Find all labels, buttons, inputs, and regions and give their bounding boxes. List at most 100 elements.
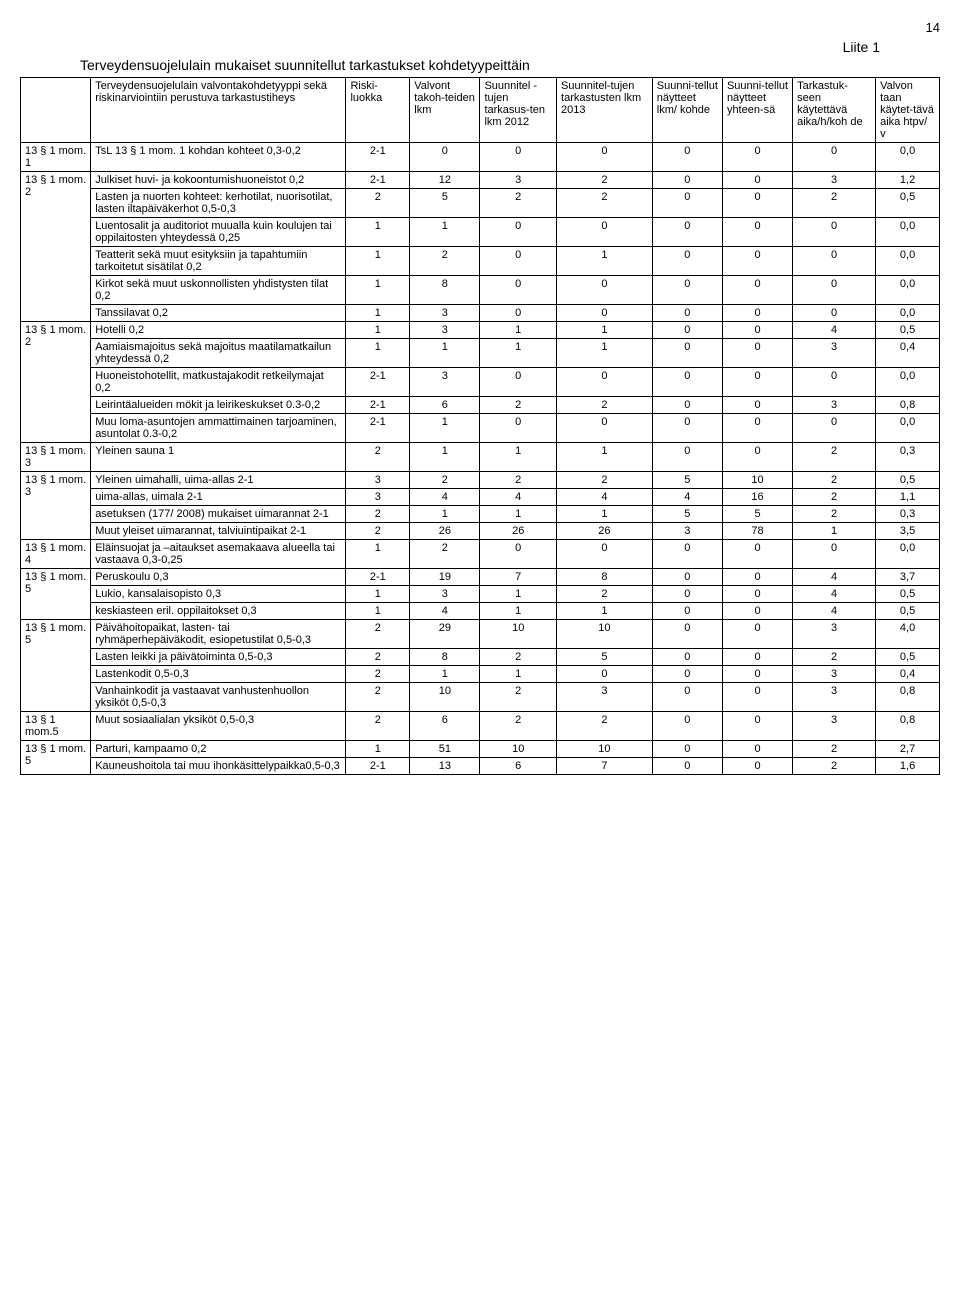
- value-cell: 1: [480, 586, 557, 603]
- value-cell: 4: [793, 603, 876, 620]
- value-cell: 0: [557, 540, 653, 569]
- section-cell: 13 § 1 mom. 5: [21, 569, 91, 620]
- description-cell: Vanhainkodit ja vastaavat vanhustenhuoll…: [91, 683, 346, 712]
- value-cell: 0,0: [876, 247, 940, 276]
- table-row: Lasten ja nuorten kohteet: kerhotilat, n…: [21, 189, 940, 218]
- value-cell: 0: [722, 397, 792, 414]
- value-cell: 8: [410, 649, 480, 666]
- column-header: Terveydensuojelulain valvontakohdetyyppi…: [91, 78, 346, 143]
- description-cell: Yleinen uimahalli, uima-allas 2-1: [91, 472, 346, 489]
- value-cell: 1: [557, 506, 653, 523]
- value-cell: 0: [722, 339, 792, 368]
- value-cell: 0,5: [876, 189, 940, 218]
- value-cell: 7: [557, 758, 653, 775]
- value-cell: 2: [557, 172, 653, 189]
- value-cell: 4: [793, 569, 876, 586]
- column-header: Suunni-tellut näytteet yhteen-sä: [722, 78, 792, 143]
- value-cell: 2,7: [876, 741, 940, 758]
- description-cell: uima-allas, uimala 2-1: [91, 489, 346, 506]
- value-cell: 1: [346, 741, 410, 758]
- description-cell: Yleinen sauna 1: [91, 443, 346, 472]
- value-cell: 0: [480, 368, 557, 397]
- description-cell: Lasten ja nuorten kohteet: kerhotilat, n…: [91, 189, 346, 218]
- value-cell: 3: [793, 620, 876, 649]
- value-cell: 7: [480, 569, 557, 586]
- value-cell: 0: [652, 322, 722, 339]
- value-cell: 2-1: [346, 758, 410, 775]
- value-cell: 0,0: [876, 218, 940, 247]
- table-row: Tanssilavat 0,213000000,0: [21, 305, 940, 322]
- value-cell: 5: [557, 649, 653, 666]
- description-cell: Lastenkodit 0,5-0,3: [91, 666, 346, 683]
- value-cell: 1,6: [876, 758, 940, 775]
- value-cell: 1: [557, 322, 653, 339]
- description-cell: Hotelli 0,2: [91, 322, 346, 339]
- value-cell: 3: [793, 683, 876, 712]
- table-body: 13 § 1 mom. 1TsL 13 § 1 mom. 1 kohdan ko…: [21, 143, 940, 775]
- value-cell: 26: [480, 523, 557, 540]
- value-cell: 0,4: [876, 666, 940, 683]
- value-cell: 0: [480, 276, 557, 305]
- table-row: Leirintäalueiden mökit ja leirikeskukset…: [21, 397, 940, 414]
- value-cell: 0: [722, 218, 792, 247]
- value-cell: 1: [480, 506, 557, 523]
- value-cell: 3,7: [876, 569, 940, 586]
- value-cell: 2: [793, 741, 876, 758]
- value-cell: 1: [346, 276, 410, 305]
- value-cell: 0,5: [876, 322, 940, 339]
- value-cell: 1: [557, 603, 653, 620]
- value-cell: 2: [793, 758, 876, 775]
- value-cell: 0,8: [876, 712, 940, 741]
- table-row: keskiasteen eril. oppilaitokset 0,314110…: [21, 603, 940, 620]
- value-cell: 2: [793, 189, 876, 218]
- value-cell: 0,8: [876, 397, 940, 414]
- description-cell: Teatterit sekä muut esityksiin ja tapaht…: [91, 247, 346, 276]
- value-cell: 51: [410, 741, 480, 758]
- value-cell: 4: [652, 489, 722, 506]
- table-row: 13 § 1 mom. 2Julkiset huvi- ja kokoontum…: [21, 172, 940, 189]
- value-cell: 1: [480, 666, 557, 683]
- description-cell: Kirkot sekä muut uskonnollisten yhdistys…: [91, 276, 346, 305]
- value-cell: 2: [480, 649, 557, 666]
- value-cell: 1: [480, 603, 557, 620]
- value-cell: 2-1: [346, 368, 410, 397]
- value-cell: 0: [652, 276, 722, 305]
- value-cell: 0: [793, 143, 876, 172]
- value-cell: 0: [652, 712, 722, 741]
- value-cell: 78: [722, 523, 792, 540]
- value-cell: 2-1: [346, 172, 410, 189]
- table-row: Vanhainkodit ja vastaavat vanhustenhuoll…: [21, 683, 940, 712]
- value-cell: 1: [480, 322, 557, 339]
- value-cell: 1: [346, 322, 410, 339]
- value-cell: 0: [793, 368, 876, 397]
- value-cell: 2: [410, 247, 480, 276]
- value-cell: 10: [410, 683, 480, 712]
- table-row: 13 § 1 mom. 5Päivähoitopaikat, lasten- t…: [21, 620, 940, 649]
- value-cell: 16: [722, 489, 792, 506]
- value-cell: 0: [722, 603, 792, 620]
- value-cell: 1,2: [876, 172, 940, 189]
- value-cell: 1: [410, 666, 480, 683]
- value-cell: 0,3: [876, 506, 940, 523]
- value-cell: 0: [652, 339, 722, 368]
- table-row: Lastenkodit 0,5-0,321100030,4: [21, 666, 940, 683]
- value-cell: 0: [722, 620, 792, 649]
- page-title: Terveydensuojelulain mukaiset suunnitell…: [20, 57, 940, 73]
- value-cell: 2: [557, 586, 653, 603]
- value-cell: 0: [722, 172, 792, 189]
- value-cell: 3: [557, 683, 653, 712]
- value-cell: 1: [346, 305, 410, 322]
- column-header: [21, 78, 91, 143]
- value-cell: 0: [793, 414, 876, 443]
- value-cell: 1: [346, 339, 410, 368]
- value-cell: 0: [722, 649, 792, 666]
- value-cell: 0,0: [876, 414, 940, 443]
- description-cell: Tanssilavat 0,2: [91, 305, 346, 322]
- value-cell: 2: [410, 472, 480, 489]
- table-row: 13 § 1 mom.5Muut sosiaalialan yksiköt 0,…: [21, 712, 940, 741]
- value-cell: 0: [793, 218, 876, 247]
- value-cell: 3: [346, 489, 410, 506]
- value-cell: 0: [722, 683, 792, 712]
- value-cell: 2: [346, 189, 410, 218]
- value-cell: 5: [652, 472, 722, 489]
